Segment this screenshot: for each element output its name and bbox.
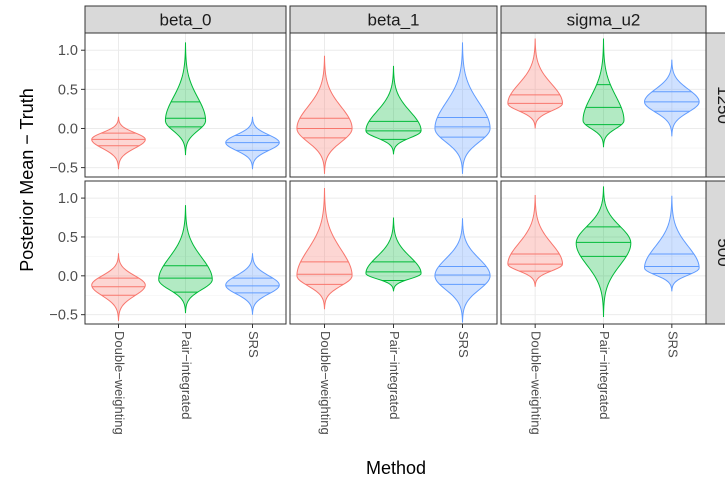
violin-sigma_u2-500-0 xyxy=(507,194,563,287)
violin-shape xyxy=(225,253,280,315)
violin-beta_0-1250-1 xyxy=(164,42,207,156)
violin-sigma_u2-500-1 xyxy=(575,186,632,318)
violin-beta_0-500-1 xyxy=(158,205,213,314)
violin-shape xyxy=(365,65,422,155)
violin-shape xyxy=(365,217,422,292)
x-tick-label: Double−weighting xyxy=(529,331,544,435)
x-tick-label: Pair−integrated xyxy=(179,331,194,420)
violin-shape xyxy=(158,205,213,314)
panel-beta_1-500 xyxy=(290,181,497,324)
strip-background xyxy=(705,180,725,325)
strips-layer: beta_0 beta_1 sigma_u2 1250 500 xyxy=(84,5,725,325)
strip-1250: 1250 xyxy=(705,32,725,178)
violin-shape xyxy=(434,42,491,174)
violin-shape xyxy=(434,218,491,323)
x-axis-title: Method xyxy=(366,458,426,478)
violin-beta_1-1250-1 xyxy=(365,65,422,155)
violin-beta_0-500-2 xyxy=(225,253,280,315)
y-tick-label: 0.0 xyxy=(58,121,78,137)
x-tick-label: Pair−integrated xyxy=(597,331,612,420)
y-tick-label: 0.5 xyxy=(58,230,78,246)
violin-beta_1-1250-0 xyxy=(296,55,353,174)
strip-beta_0: beta_0 xyxy=(84,5,287,34)
panel-beta_0-500 xyxy=(85,181,286,324)
violin-sigma_u2-1250-2 xyxy=(643,59,700,137)
violin-beta_1-500-2 xyxy=(434,218,491,323)
y-tick-label: −0.5 xyxy=(49,161,78,177)
violin-shape xyxy=(91,116,146,170)
strip-500: 500 xyxy=(705,180,725,325)
violin-beta_1-500-1 xyxy=(365,217,422,292)
strip-background xyxy=(500,5,707,34)
violin-sigma_u2-1250-0 xyxy=(507,38,563,129)
x-tick-label: SRS xyxy=(665,331,680,358)
strip-label: 1250 xyxy=(714,86,725,124)
y-axis-title: Posterior Mean − Truth xyxy=(17,88,37,272)
violin-beta_1-500-0 xyxy=(296,187,353,310)
violin-beta_0-500-0 xyxy=(91,253,146,321)
y-tick-label: 1.0 xyxy=(58,43,78,59)
y-tick-label: −0.5 xyxy=(49,308,78,324)
violin-beta_0-1250-0 xyxy=(91,116,146,170)
violin-shape xyxy=(296,187,353,310)
strip-beta_1: beta_1 xyxy=(289,5,498,34)
violin-beta_1-1250-2 xyxy=(434,42,491,174)
violin-shape xyxy=(507,38,563,129)
strip-label: beta_0 xyxy=(160,11,212,30)
strip-sigma_u2: sigma_u2 xyxy=(500,5,707,34)
violin-sigma_u2-1250-1 xyxy=(582,38,625,148)
panels-layer xyxy=(84,32,707,325)
violin-shape xyxy=(582,38,625,148)
strip-background xyxy=(84,5,287,34)
violin-shape xyxy=(644,195,700,292)
x-tick-label: Pair−integrated xyxy=(387,331,402,420)
axes-layer: −0.5 0.0 0.5 1.0 −0.5 0.0 0.5 1.0 Double−weighti… xyxy=(49,43,680,435)
violin-shape xyxy=(575,186,632,318)
strip-label: sigma_u2 xyxy=(567,11,641,30)
x-tick-label: Double−weighting xyxy=(112,331,127,435)
strip-background xyxy=(289,5,498,34)
violin-shape xyxy=(643,59,700,137)
x-tick-label: SRS xyxy=(456,331,471,358)
strip-background xyxy=(705,32,725,178)
y-tick-label: 0.5 xyxy=(58,82,78,98)
violin-shape xyxy=(296,55,353,174)
x-tick-label: Double−weighting xyxy=(318,331,333,435)
violin-beta_0-1250-2 xyxy=(225,116,280,170)
y-tick-label: 1.0 xyxy=(58,191,78,207)
y-tick-label: 0.0 xyxy=(58,269,78,285)
strip-label: 500 xyxy=(714,238,725,266)
violin-sigma_u2-500-2 xyxy=(644,195,700,292)
panel-sigma_u2-1250 xyxy=(501,33,706,177)
strip-label: beta_1 xyxy=(368,11,420,30)
x-tick-label: SRS xyxy=(246,331,261,358)
